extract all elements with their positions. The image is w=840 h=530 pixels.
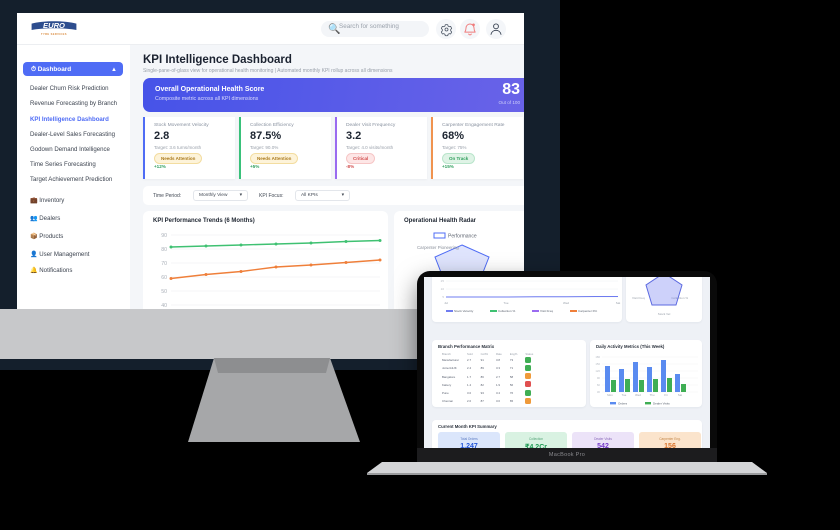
- svg-text:Carpenter Pct: Carpenter Pct: [578, 309, 597, 313]
- svg-text:Wed: Wed: [563, 301, 569, 305]
- svg-text:90: 90: [597, 376, 601, 380]
- svg-text:80: 80: [161, 247, 167, 253]
- svg-text:150: 150: [595, 362, 600, 366]
- svg-text:180: 180: [595, 355, 600, 359]
- svg-text:50: 50: [161, 289, 167, 295]
- svg-text:70: 70: [161, 261, 167, 267]
- svg-text:Visit Freq: Visit Freq: [632, 296, 645, 300]
- svg-text:Wed: Wed: [635, 393, 641, 397]
- svg-text:Visit Freq: Visit Freq: [540, 309, 553, 313]
- svg-text:Jul: Jul: [444, 301, 448, 305]
- svg-text:Stock Velocity: Stock Velocity: [454, 309, 474, 313]
- svg-text:Tue: Tue: [622, 393, 627, 397]
- svg-text:Thu: Thu: [650, 393, 655, 397]
- svg-text:Collection %: Collection %: [498, 309, 515, 313]
- svg-text:60: 60: [597, 383, 601, 387]
- svg-text:30: 30: [597, 390, 601, 394]
- svg-text:90: 90: [161, 233, 167, 239]
- svg-text:Orders: Orders: [618, 401, 628, 405]
- svg-text:EURO: EURO: [43, 21, 65, 30]
- svg-text:TYRE SERVICES: TYRE SERVICES: [41, 32, 67, 36]
- svg-text:5: 5: [442, 295, 444, 299]
- svg-text:Sat: Sat: [616, 301, 621, 305]
- svg-text:25: 25: [441, 279, 445, 283]
- svg-text:Mon: Mon: [607, 393, 613, 397]
- svg-text:Tue: Tue: [503, 301, 508, 305]
- svg-text:120: 120: [595, 369, 600, 373]
- svg-text:Stock Vel: Stock Vel: [658, 312, 671, 316]
- svg-text:60: 60: [161, 275, 167, 281]
- svg-text:Performance: Performance: [448, 234, 477, 240]
- svg-text:Sat: Sat: [678, 393, 682, 397]
- svg-text:Dealer Visits: Dealer Visits: [653, 401, 670, 405]
- svg-text:Fri: Fri: [664, 393, 668, 397]
- svg-text:40: 40: [161, 303, 167, 309]
- svg-text:Carpenter Pioneering: Carpenter Pioneering: [417, 245, 459, 250]
- svg-text:10: 10: [441, 287, 445, 291]
